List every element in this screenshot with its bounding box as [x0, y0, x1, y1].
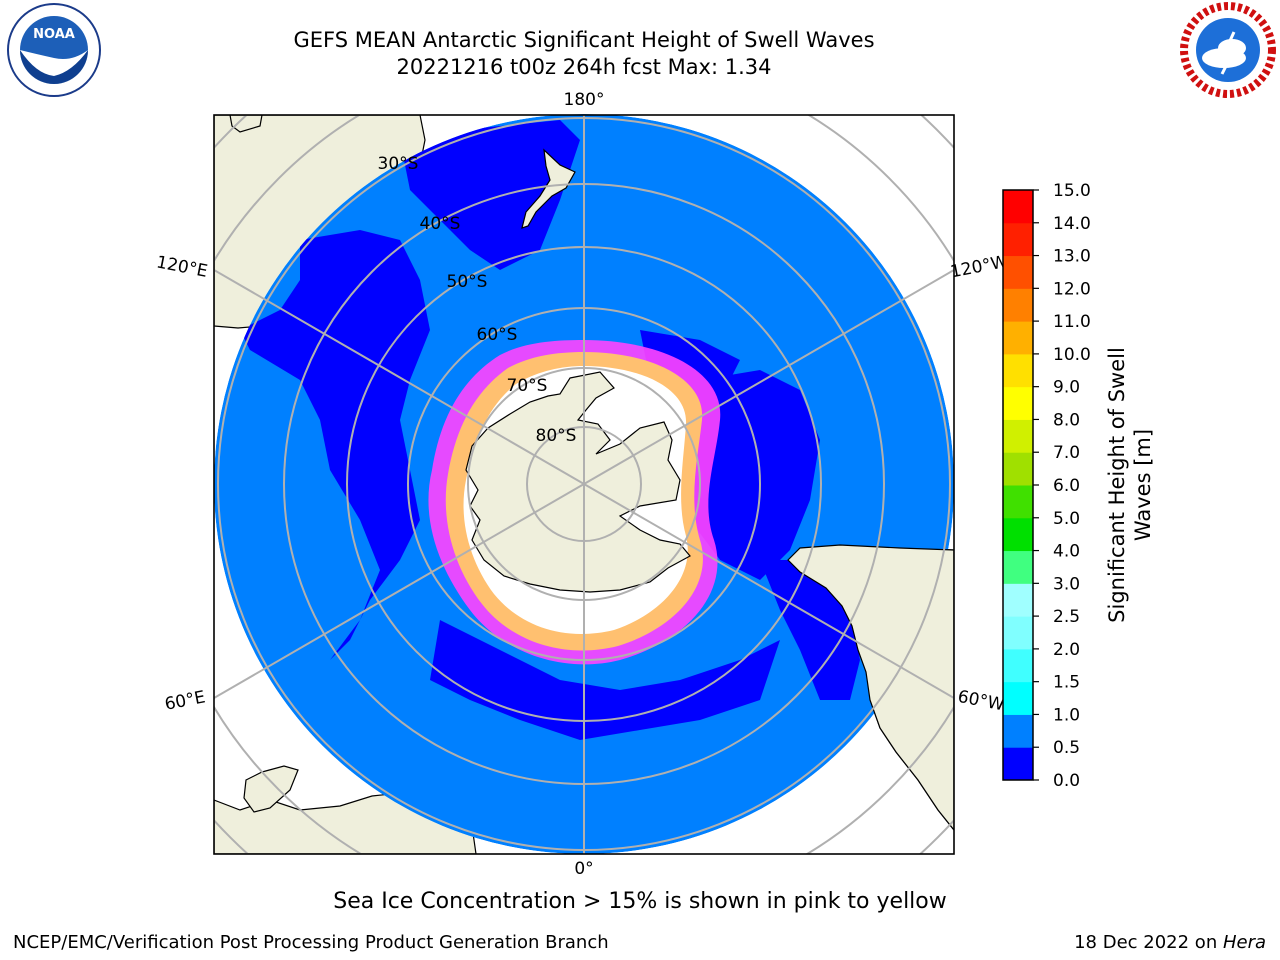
chart-subtitle: 20221216 t00z 264h fcst Max: 1.34	[396, 55, 772, 79]
colorbar-segment	[1003, 419, 1033, 453]
colorbar-tick-label: 6.0	[1053, 476, 1080, 496]
colorbar-segment	[1003, 353, 1033, 388]
colorbar-tick-label: 2.0	[1053, 640, 1080, 660]
colorbar-segment	[1003, 222, 1033, 257]
colorbar-tick-label: 15.0	[1053, 181, 1091, 201]
colorbar-tick-label: 9.0	[1053, 378, 1080, 398]
parallel-label-40s: 40°S	[420, 214, 461, 234]
colorbar-segment	[1003, 386, 1033, 420]
meridian-label-60w: 60°W	[956, 687, 1006, 716]
colorbar-tick-label: 0.0	[1053, 771, 1080, 791]
colorbar-tick-label: 4.0	[1053, 542, 1080, 562]
low-swell-tasman	[400, 120, 580, 270]
colorbar-segment	[1003, 255, 1033, 289]
low-swell-south-atlantic	[430, 620, 780, 740]
graticule	[214, 115, 954, 854]
map-frame	[213, 114, 955, 855]
colorbar-segment	[1003, 550, 1033, 584]
colorbar-segment	[1003, 321, 1033, 355]
low-swell-indian-ocean	[240, 230, 430, 660]
colorbar-tick-label: 11.0	[1053, 312, 1091, 332]
footer-credit: NCEP/EMC/Verification Post Processing Pr…	[13, 932, 609, 953]
southeast-asia-land	[229, 115, 263, 133]
colorbar-segment	[1003, 648, 1033, 683]
colorbar-segment	[1003, 714, 1033, 748]
colorbar-tick-label: 5.0	[1053, 509, 1080, 529]
noaa-logo: NOAA	[7, 3, 101, 97]
chart-title: GEFS MEAN Antarctic Significant Height o…	[293, 28, 875, 52]
parallel-label-60s: 60°S	[477, 325, 518, 345]
colorbar-tick-label: 0.5	[1053, 738, 1080, 758]
colorbar-segment	[1003, 517, 1033, 552]
nws-logo	[1180, 2, 1276, 98]
colorbar-segment	[1003, 747, 1033, 781]
colorbar-tick-label: 1.0	[1053, 705, 1080, 725]
colorbar-tick-label: 12.0	[1053, 279, 1091, 299]
colorbar-tick-label: 1.5	[1053, 673, 1080, 693]
colorbar-segment	[1003, 583, 1033, 617]
meridian-label-180: 180°	[564, 90, 605, 110]
colorbar-segment	[1003, 288, 1033, 322]
colorbar-tick-label: 7.0	[1053, 443, 1080, 463]
colorbar-tick-label: 14.0	[1053, 214, 1091, 234]
footer-machine: Hera	[1222, 932, 1266, 953]
colorbar-segment	[1003, 616, 1033, 650]
colorbar-segment	[1003, 190, 1033, 224]
meridian-label-0: 0°	[574, 859, 593, 879]
svg-text:NOAA: NOAA	[33, 27, 75, 42]
colorbar-segment	[1003, 452, 1033, 486]
parallel-label-80s: 80°S	[536, 426, 577, 446]
colorbar-segment	[1003, 485, 1033, 519]
colorbar-segment	[1003, 681, 1033, 715]
sea-ice-note: Sea Ice Concentration > 15% is shown in …	[333, 889, 947, 914]
meridian-label-120w: 120°W	[949, 252, 1010, 283]
footer-date-text: 18 Dec 2022 on	[1074, 932, 1223, 953]
colorbar: 0.0 0.5 1.0 1.5 2.0 2.5 3.0 4.0 5.0 6.0 7.0 8.0 9.0 1…	[1002, 181, 1091, 791]
colorbar-tick-label: 3.0	[1053, 574, 1080, 594]
madagascar-land	[243, 765, 299, 813]
meridian-label-120e: 120°E	[155, 252, 210, 281]
footer-date: 18 Dec 2022 on Hera	[1074, 932, 1266, 953]
colorbar-tick-label: 2.5	[1053, 607, 1080, 627]
meridian-label-60e: 60°E	[163, 687, 207, 714]
colorbar-label: Significant Height of SwellWaves [m]	[1105, 347, 1155, 623]
parallel-label-30s: 30°S	[378, 154, 419, 174]
parallel-label-70s: 70°S	[507, 376, 548, 396]
colorbar-tick-label: 8.0	[1053, 410, 1080, 430]
antarctica-land	[465, 371, 691, 593]
parallel-label-50s: 50°S	[447, 272, 488, 292]
colorbar-tick-label: 10.0	[1053, 345, 1091, 365]
colorbar-tick-label: 13.0	[1053, 247, 1091, 267]
